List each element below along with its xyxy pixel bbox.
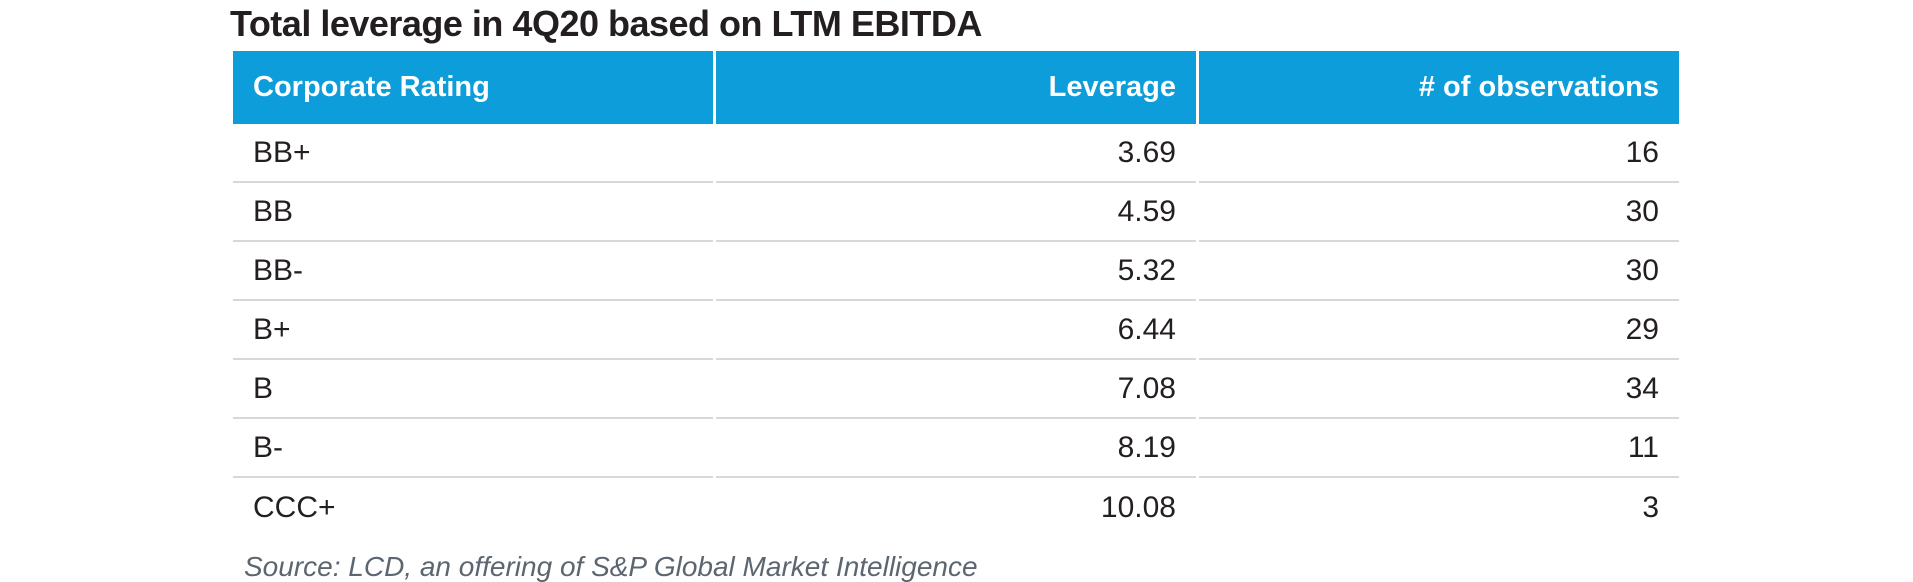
leverage-cell: 5.32 [715,242,1196,301]
leverage-table: Corporate Rating Leverage # of observati… [230,51,1682,537]
leverage-cell: 4.59 [715,183,1196,242]
table-row: BB 4.59 30 [233,183,1679,242]
leverage-cell: 8.19 [715,419,1196,478]
observations-cell: 3 [1198,478,1679,537]
leverage-cell: 7.08 [715,360,1196,419]
table-body: BB+ 3.69 16 BB 4.59 30 BB- 5.32 30 B+ 6.… [233,124,1679,537]
column-header-observations: # of observations [1198,51,1679,124]
observations-cell: 16 [1198,124,1679,183]
column-header-corporate-rating: Corporate Rating [233,51,713,124]
table-row: BB+ 3.69 16 [233,124,1679,183]
table-row: BB- 5.32 30 [233,242,1679,301]
observations-cell: 29 [1198,301,1679,360]
chart-title: Total leverage in 4Q20 based on LTM EBIT… [230,3,982,44]
table-header-row: Corporate Rating Leverage # of observati… [233,51,1679,124]
table-header: Corporate Rating Leverage # of observati… [233,51,1679,124]
column-header-leverage: Leverage [715,51,1196,124]
rating-cell: BB- [233,242,713,301]
rating-cell: CCC+ [233,478,713,537]
rating-cell: BB [233,183,713,242]
figure-content: Total leverage in 4Q20 based on LTM EBIT… [230,0,1682,582]
observations-cell: 30 [1198,183,1679,242]
leverage-cell: 6.44 [715,301,1196,360]
table-row: B 7.08 34 [233,360,1679,419]
observations-cell: 11 [1198,419,1679,478]
rating-cell: BB+ [233,124,713,183]
leverage-cell: 10.08 [715,478,1196,537]
source-attribution: Source: LCD, an offering of S&P Global M… [244,551,978,582]
rating-cell: B+ [233,301,713,360]
rating-cell: B [233,360,713,419]
rating-cell: B- [233,419,713,478]
observations-cell: 30 [1198,242,1679,301]
leverage-cell: 3.69 [715,124,1196,183]
observations-cell: 34 [1198,360,1679,419]
table-row: B- 8.19 11 [233,419,1679,478]
table-row: B+ 6.44 29 [233,301,1679,360]
table-row: CCC+ 10.08 3 [233,478,1679,537]
